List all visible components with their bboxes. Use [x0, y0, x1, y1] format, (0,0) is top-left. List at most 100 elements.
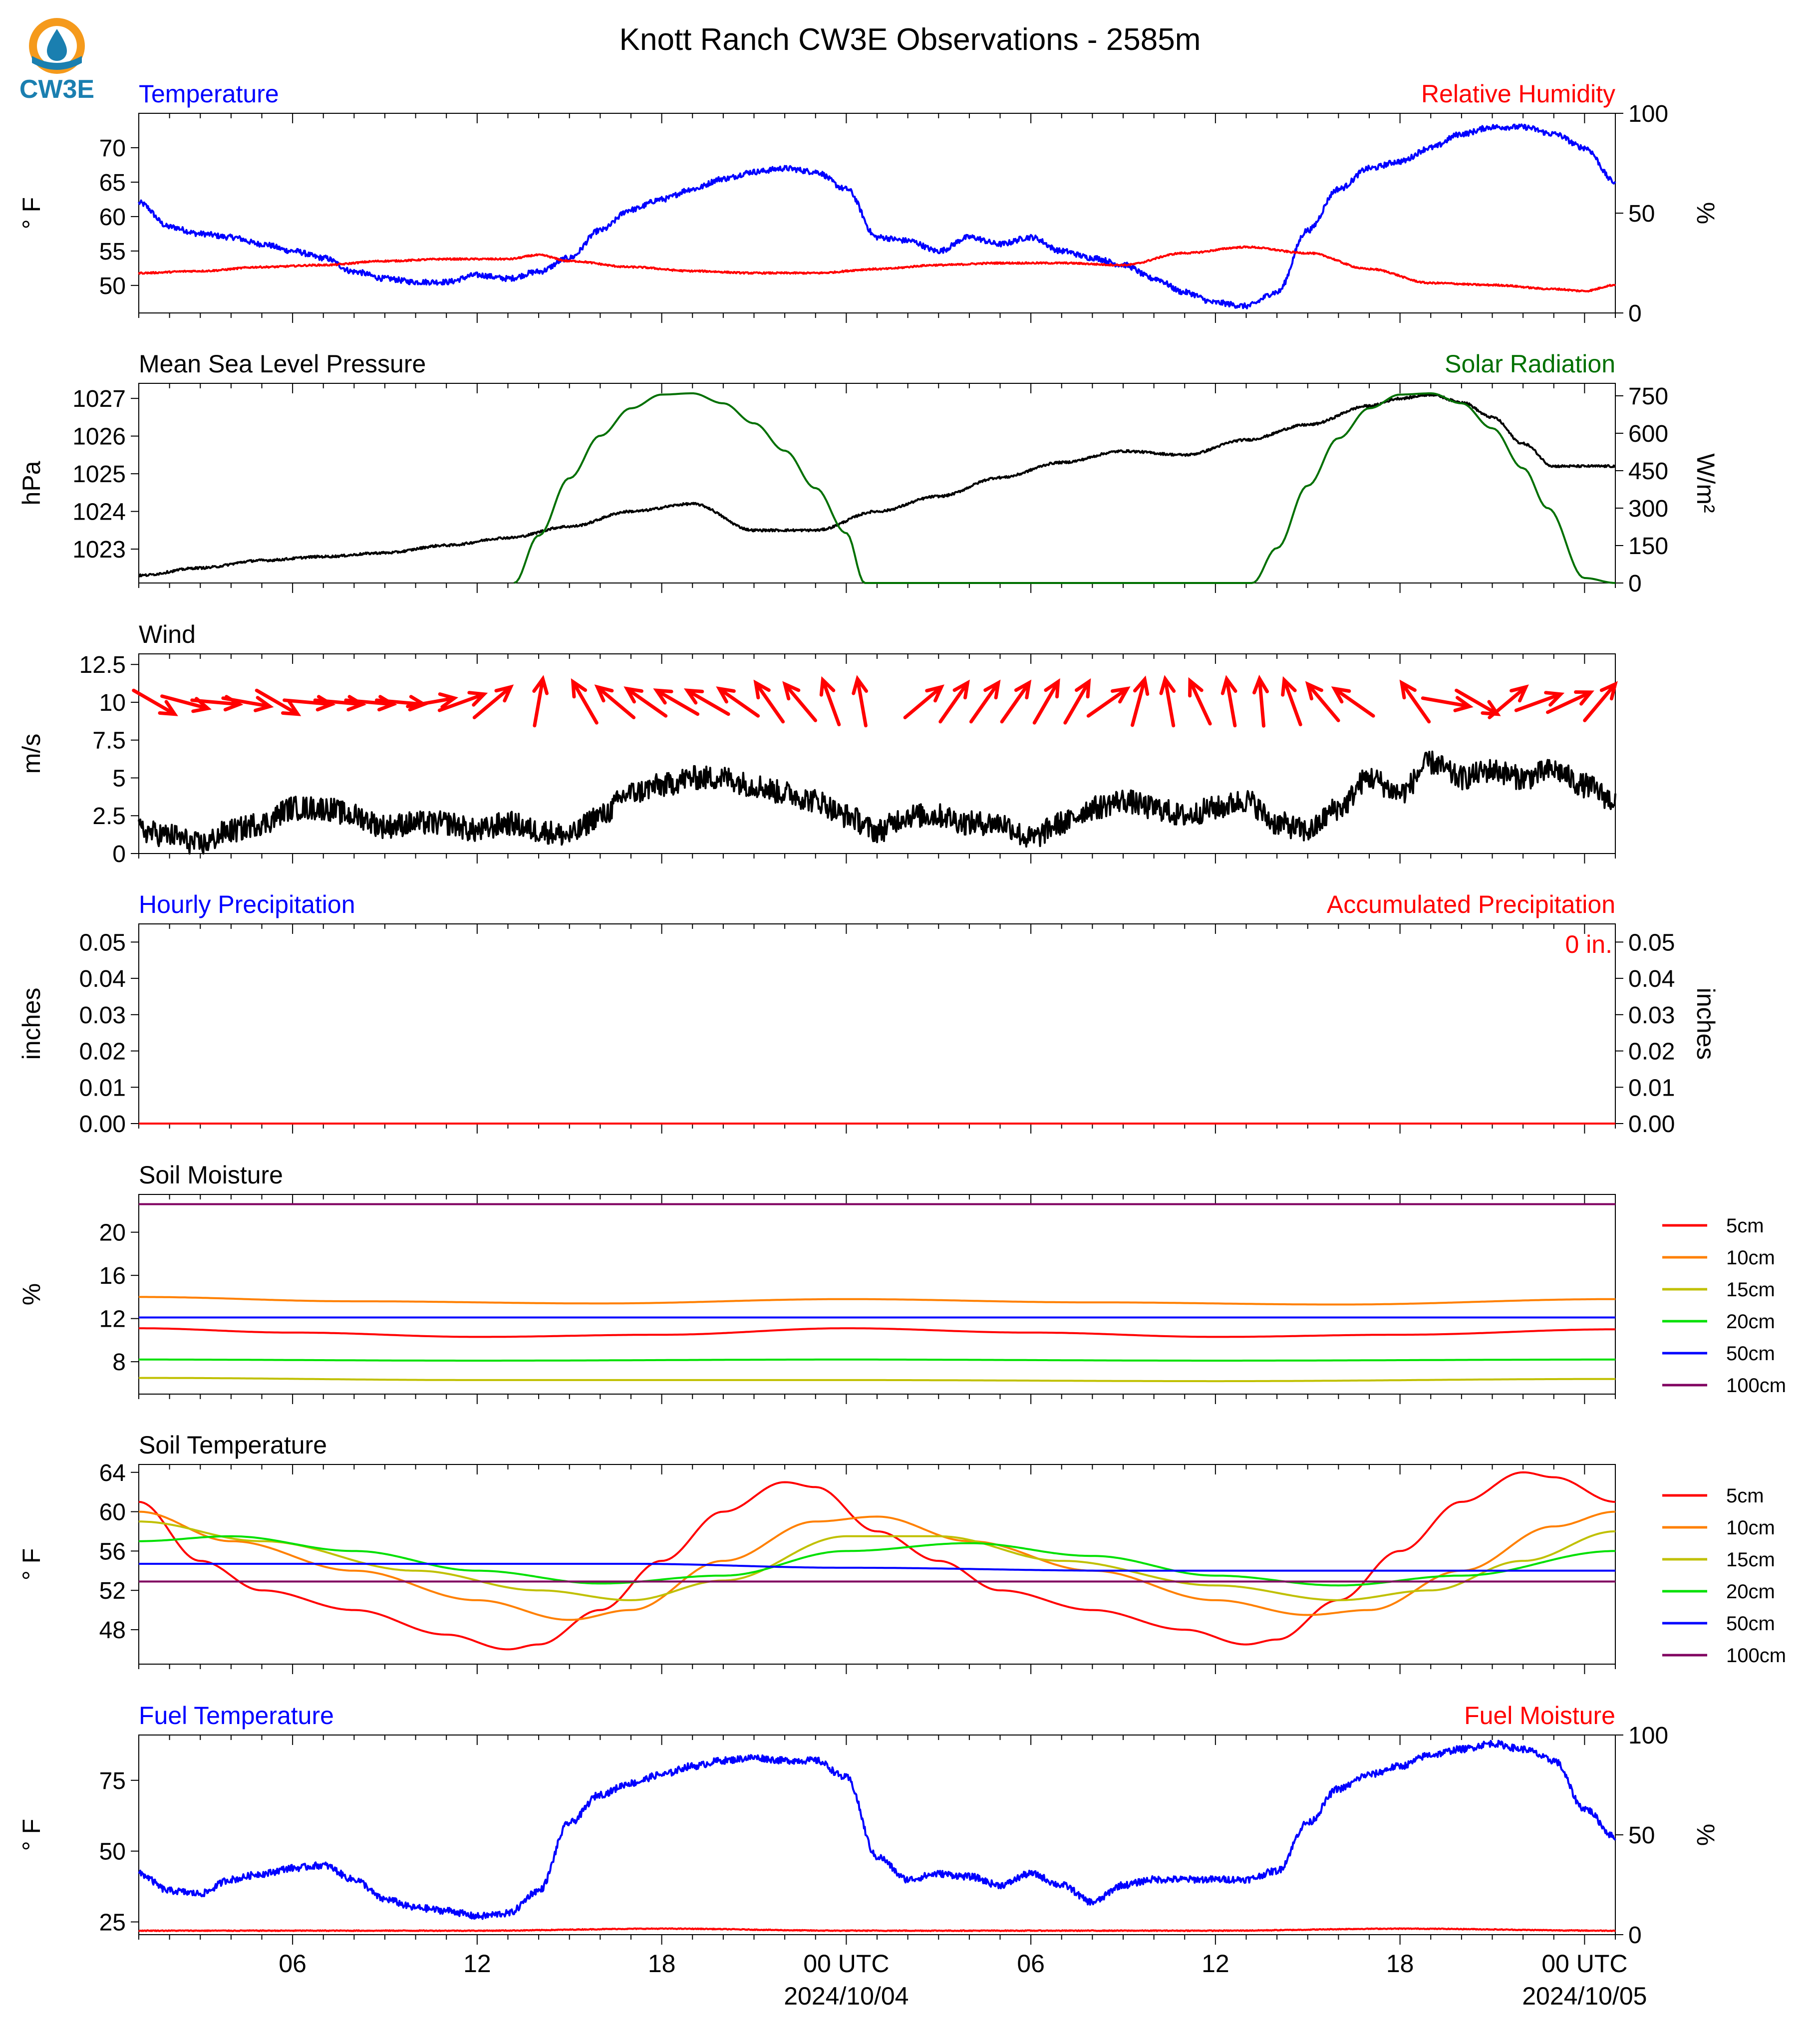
wind-arrow	[255, 688, 302, 716]
logo-wave-icon	[32, 56, 82, 70]
panel-pressure_solar: Mean Sea Level Pressure Solar Radiation 10…	[17, 350, 1720, 597]
series-line-20cm	[139, 1535, 1615, 1587]
wind-arrow	[852, 675, 868, 728]
wind-arrow	[1032, 678, 1060, 725]
y-axis-label-left: hPa	[17, 461, 45, 505]
wind-arrow	[437, 691, 488, 712]
y-tick-label-left: 50	[99, 1839, 126, 1865]
series-line-20cm	[139, 1358, 1615, 1362]
y-axis-label-left: m/s	[17, 734, 45, 774]
wind-arrow	[406, 692, 459, 709]
accumulated-precip-label: 0 in.	[1565, 930, 1612, 958]
y-tick-label-right: 0.03	[1628, 1002, 1675, 1029]
y-tick-label-left: 0.04	[79, 966, 126, 992]
y-tick-label-right: 50	[1628, 201, 1655, 227]
wind-arrow	[1455, 688, 1501, 716]
x-tick-label: 00 UTC	[803, 1950, 889, 1978]
y-tick-label-left: 75	[99, 1768, 126, 1794]
panel-title-left: Mean Sea Level Pressure	[139, 350, 426, 378]
x-tick-label: 00 UTC	[1541, 1950, 1627, 1978]
wind-arrow	[782, 681, 817, 722]
wind-arrow	[1220, 675, 1237, 728]
legend-label-10cm: 10cm	[1726, 1517, 1775, 1539]
panel-title-right: Solar Radiation	[1445, 350, 1615, 378]
wind-arrow	[623, 686, 668, 718]
wind-arrow	[653, 688, 700, 716]
y-tick-label-left: 5	[112, 765, 126, 792]
x-tick-label: 18	[1386, 1950, 1414, 1978]
y-tick-label-left: 0	[112, 841, 126, 868]
x-tick-label: 18	[648, 1950, 676, 1978]
wind-arrow	[753, 679, 785, 724]
y-tick-label-right: 0.00	[1628, 1111, 1675, 1138]
y-tick-label-left: 1023	[72, 537, 126, 563]
y-tick-label-right: 0.04	[1628, 966, 1675, 992]
cw3e-logo: CW3E	[19, 18, 94, 104]
panel-temperature_humidity: Temperature Relative Humidity 50 55 60 65 70 ° …	[17, 80, 1720, 327]
legend-label-20cm: 20cm	[1726, 1311, 1775, 1333]
y-tick-label-left: 70	[99, 135, 126, 162]
series-line-red	[138, 245, 1616, 293]
figure-title: Knott Ranch CW3E Observations - 2585m	[619, 22, 1201, 57]
y-tick-label-left: 1027	[72, 386, 126, 412]
y-tick-label-left: 12	[99, 1306, 126, 1333]
panel-fuel: Fuel Temperature Fuel Moisture 25 50 75 ° F 0 5…	[17, 1702, 1720, 1949]
panel-title-left: Wind	[139, 620, 196, 648]
panels: Temperature Relative Humidity5055606570° …	[17, 80, 1786, 1949]
y-axis-label-left: inches	[17, 988, 45, 1060]
y-axis-label-right: %	[1692, 1824, 1720, 1846]
y-axis-label-left: ° F	[17, 1819, 45, 1851]
wind-arrow	[1131, 675, 1150, 727]
wind-arrow	[683, 688, 730, 716]
wind-arrow	[1063, 678, 1091, 725]
y-tick-label-right: 50	[1628, 1822, 1655, 1849]
wind-arrow	[472, 684, 514, 719]
y-tick-label-left: 1025	[72, 461, 126, 488]
wind-arrow	[1399, 679, 1431, 724]
panel-soil_temperature: Soil Temperature 48 52 56 60 64 ° F 5cm 10cm 15cm…	[17, 1431, 1786, 1674]
y-tick-label-left: 0.02	[79, 1039, 126, 1065]
wind-arrow	[1252, 674, 1269, 728]
wind-arrow	[1305, 681, 1340, 722]
y-tick-label-left: 0.01	[79, 1075, 126, 1101]
logo-text: CW3E	[19, 75, 94, 104]
wind-arrow	[1514, 691, 1565, 712]
panel-title-left: Soil Temperature	[139, 1431, 327, 1459]
legend-label-100cm: 100cm	[1726, 1645, 1786, 1667]
series-line-10cm	[138, 1510, 1616, 1621]
series-line-blue	[138, 1739, 1616, 1920]
y-tick-label-right: 100	[1628, 101, 1668, 127]
wind-arrow	[1488, 684, 1529, 719]
y-tick-label-right: 600	[1628, 421, 1668, 447]
wind-arrow	[903, 684, 944, 719]
panel-title-right: Fuel Moisture	[1464, 1702, 1615, 1730]
y-tick-label-left: 1026	[72, 424, 126, 450]
y-tick-label-left: 48	[99, 1617, 126, 1644]
wind-arrow	[1159, 675, 1176, 728]
y-axis-label-left: ° F	[17, 197, 45, 229]
wind-arrow	[716, 686, 760, 718]
legend-label-100cm: 100cm	[1726, 1375, 1786, 1397]
y-tick-label-left: 2.5	[92, 803, 126, 830]
wind-arrow	[532, 675, 549, 728]
y-tick-label-left: 10	[99, 690, 126, 716]
y-tick-label-right: 0	[1628, 571, 1642, 597]
y-tick-label-left: 60	[99, 204, 126, 231]
y-tick-label-left: 0.05	[79, 929, 126, 956]
y-tick-label-left: 55	[99, 239, 126, 265]
legend-label-50cm: 50cm	[1726, 1613, 1775, 1635]
panel-title-left: Fuel Temperature	[139, 1702, 334, 1730]
y-tick-label-right: 0	[1628, 300, 1642, 327]
y-tick-label-left: 12.5	[79, 652, 126, 678]
x-tick-label: 12	[1202, 1950, 1229, 1978]
wind-arrow	[1000, 679, 1032, 724]
logo-drop-icon	[47, 29, 67, 61]
y-axis-label-right: %	[1692, 202, 1720, 224]
series-line-green	[513, 392, 1616, 584]
y-tick-label-right: 150	[1628, 533, 1668, 560]
y-tick-label-left: 1024	[72, 499, 126, 526]
y-tick-label-right: 300	[1628, 496, 1668, 522]
y-tick-label-left: 0.03	[79, 1002, 126, 1029]
